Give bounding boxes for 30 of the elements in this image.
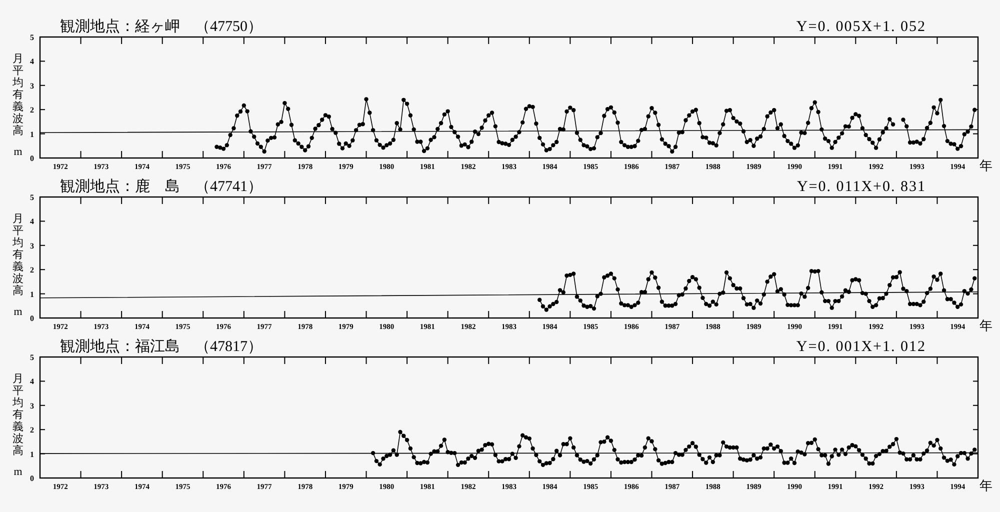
y-tick-label: 2: [30, 106, 34, 115]
y-tick-label: 5: [30, 353, 34, 362]
y-tick-label: 2: [30, 266, 34, 275]
y-tick-label: 3: [30, 81, 34, 90]
y-tick-label: 0: [30, 474, 34, 483]
y-tick-label: 3: [30, 241, 34, 250]
x-axis-title: 年: [980, 318, 992, 333]
y-tick-label: 2: [30, 426, 34, 435]
y-tick-label: 1: [30, 130, 34, 139]
y-tick-label: 0: [30, 314, 34, 323]
y-axis-title: 月平均有義波高 m: [12, 373, 24, 478]
y-tick-label: 1: [30, 450, 34, 459]
text: Y=0. 011X+0. 831: [796, 179, 926, 195]
y-axis-title: 月平均有義波高 m: [12, 53, 24, 158]
y-tick-label: 4: [30, 57, 34, 66]
y-tick-label: 4: [30, 217, 34, 226]
y-axis-title: 月平均有義波高 m: [12, 213, 24, 318]
chart-title: 観測地点：福江島 （47817）: [60, 338, 262, 355]
y-tick-label: 5: [30, 33, 34, 42]
y-tick-label: 4: [30, 377, 34, 386]
x-axis-title: 年: [980, 158, 992, 173]
chart-title: 観測地点：経ヶ岬 （47750）: [60, 18, 262, 35]
chart-title: 観測地点：鹿 島 （47741）: [60, 178, 262, 195]
x-axis-title: 年: [980, 478, 992, 493]
text: Y=0. 005X+1. 052: [796, 19, 926, 35]
y-tick-label: 0: [30, 154, 34, 163]
y-tick-label: 3: [30, 401, 34, 410]
y-tick-label: 1: [30, 290, 34, 299]
text: Y=0. 001X+1. 012: [796, 339, 926, 355]
y-tick-label: 5: [30, 193, 34, 202]
